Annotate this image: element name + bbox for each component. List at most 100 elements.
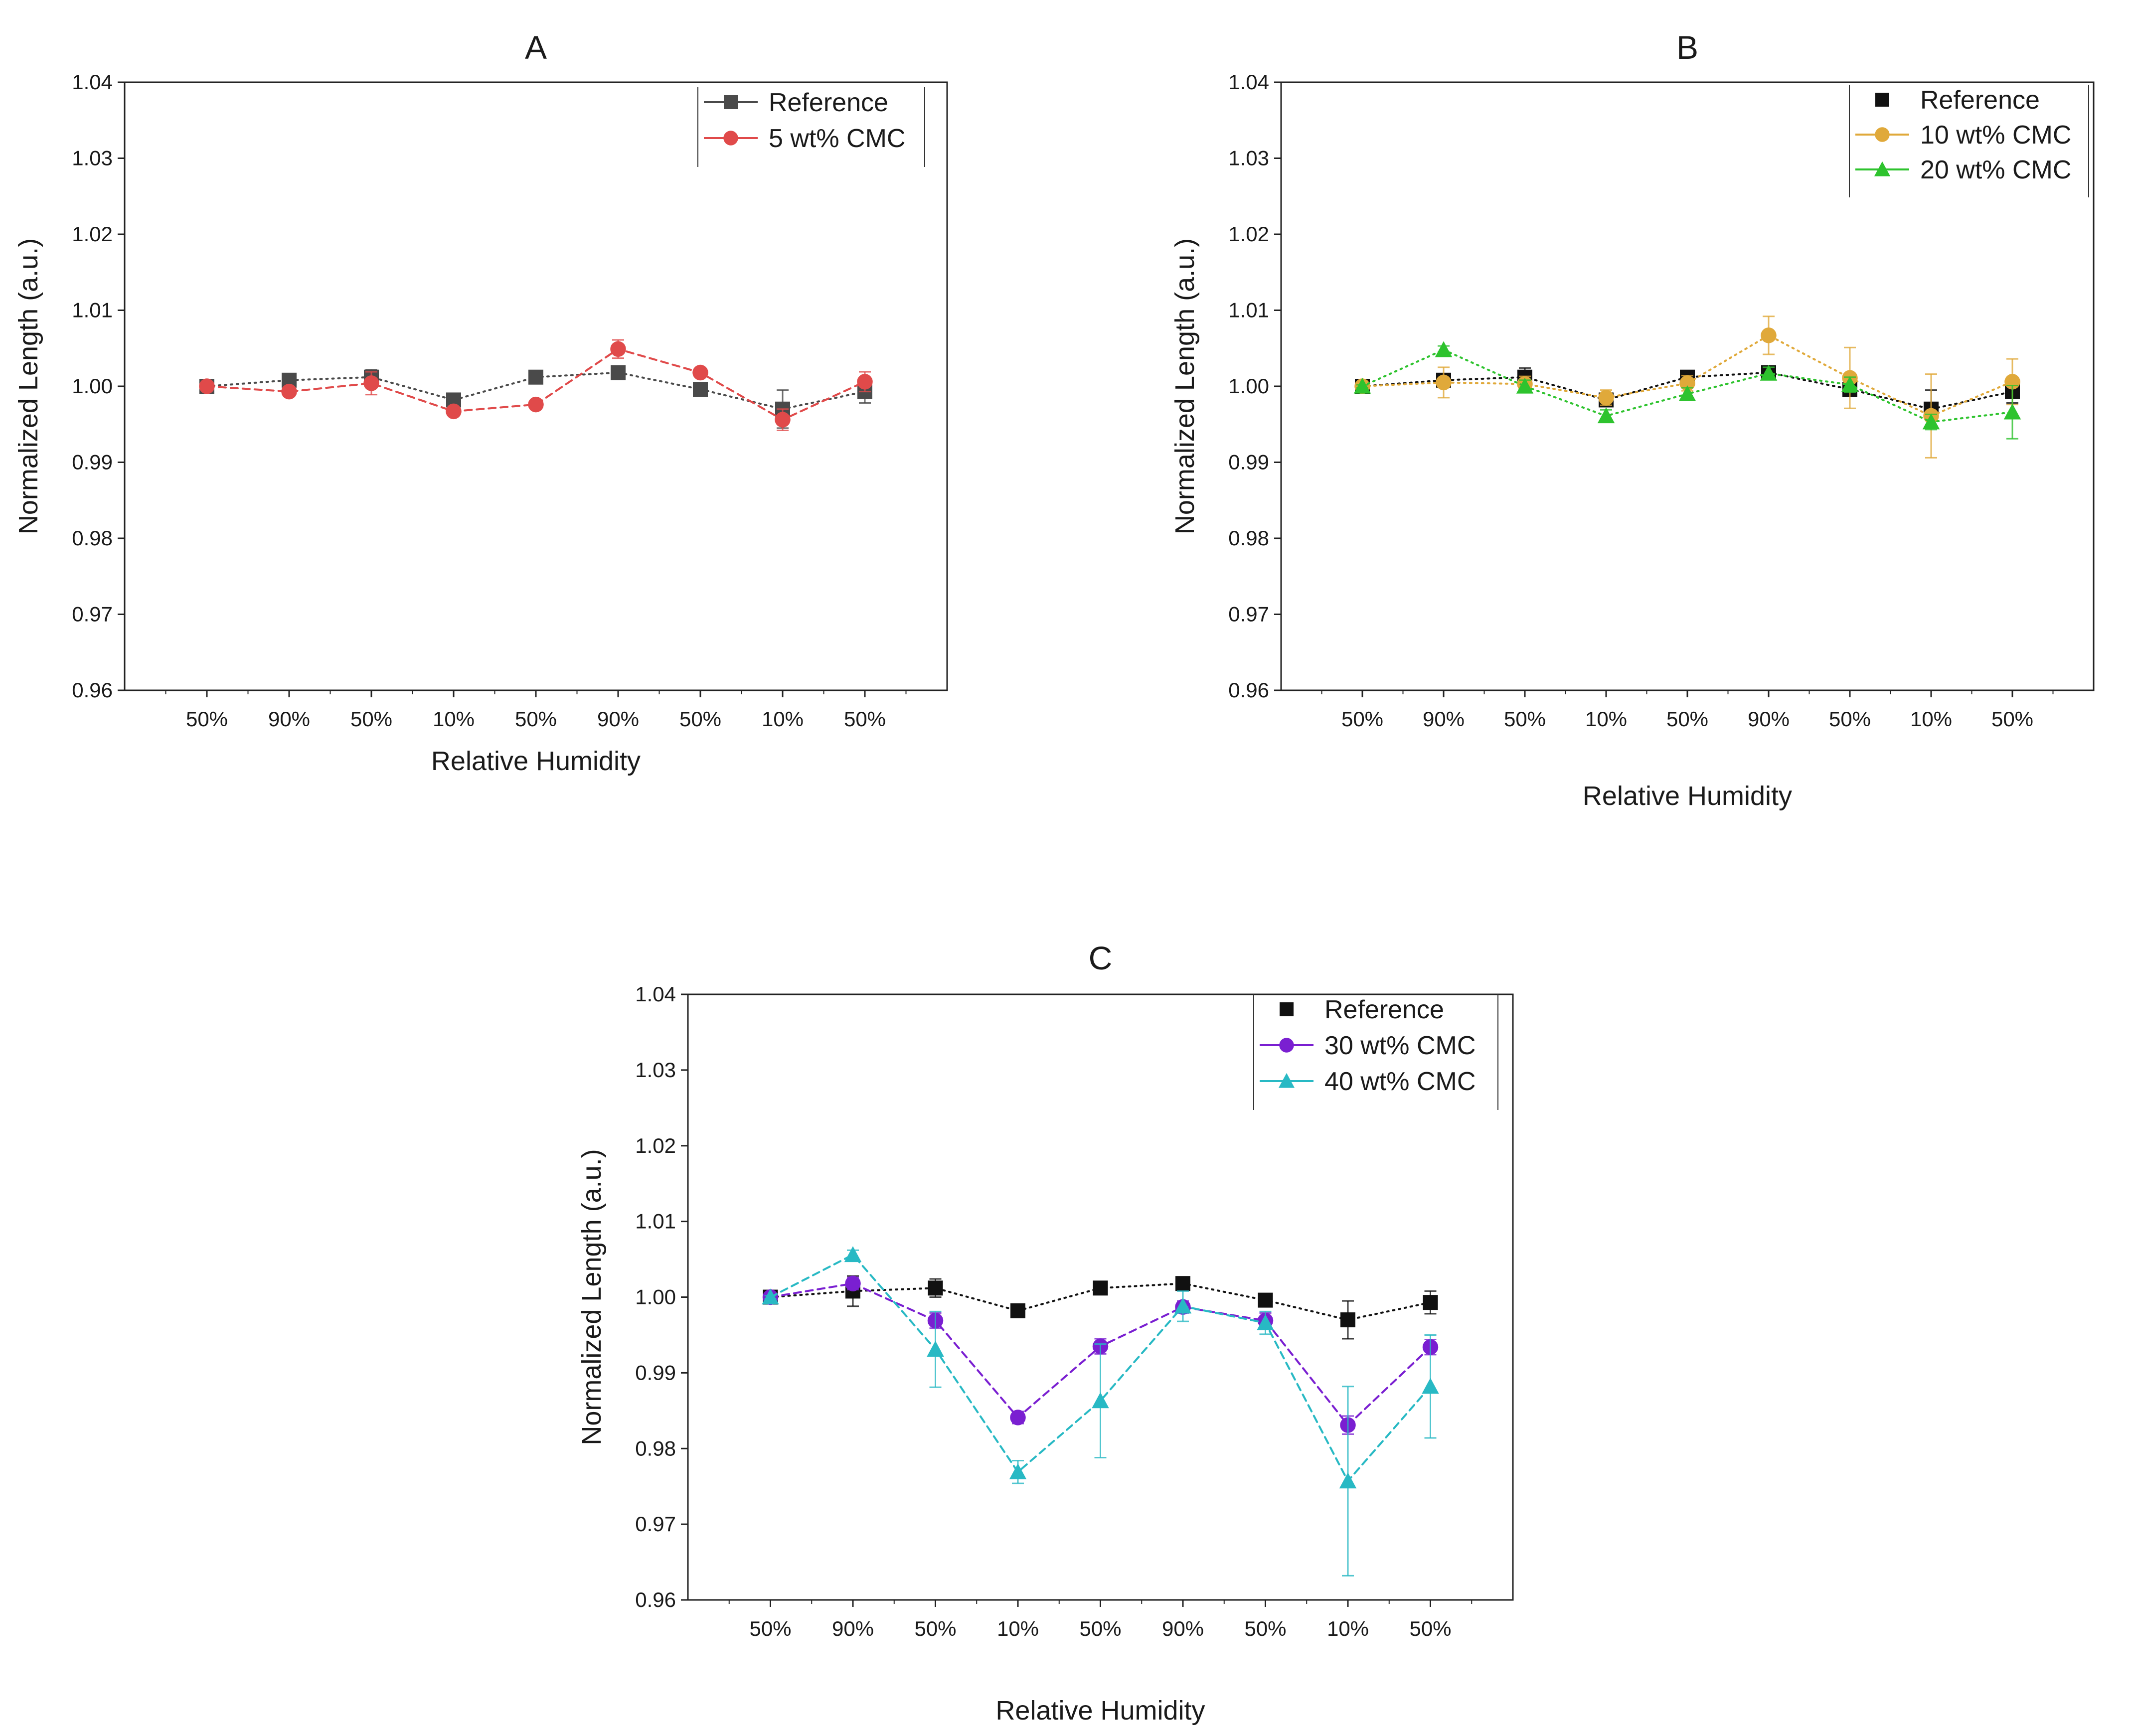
data-point [1423, 1295, 1438, 1310]
y-tick-label: 1.01 [635, 1210, 676, 1233]
legend-marker [1874, 161, 1891, 176]
y-tick-label: 1.02 [635, 1134, 676, 1157]
legend-label: 40 wt% CMC [1324, 1067, 1476, 1096]
legend-marker [1280, 1002, 1294, 1016]
y-tick-label: 1.04 [72, 70, 113, 94]
y-tick-label: 0.96 [72, 678, 113, 702]
y-axis-title: Normalized Length (a.u.) [13, 238, 43, 534]
x-tick-label: 10% [762, 707, 804, 731]
y-tick-label: 1.04 [635, 982, 676, 1006]
data-point [1760, 364, 1778, 381]
data-point [1761, 327, 1777, 343]
data-point [1597, 407, 1615, 424]
x-tick-label: 90% [597, 707, 639, 731]
chart-panel-a: 0.96 0.97 0.98 0.99 1.00 1.01 1.02 1.03 1.04 50% 9… [13, 29, 948, 776]
data-point [611, 365, 626, 380]
x-tick-label: 90% [1748, 707, 1790, 731]
y-tick-label: 1.04 [1228, 70, 1269, 94]
x-tick-label: 50% [186, 707, 228, 731]
legend-marker [1875, 93, 1889, 107]
data-point [1339, 1472, 1357, 1489]
x-tick-label: 50% [1244, 1617, 1286, 1640]
panel-title: A [525, 29, 547, 66]
x-tick-label: 50% [1991, 707, 2033, 731]
y-tick-label: 0.98 [72, 526, 113, 550]
legend-label: Reference [1324, 995, 1444, 1024]
data-point [610, 341, 626, 357]
y-tick-label: 1.03 [1228, 147, 1269, 170]
panel-title: B [1676, 29, 1698, 66]
data-point [1922, 413, 1940, 430]
data-point [1353, 377, 1371, 394]
data-point [1598, 390, 1614, 406]
legend-label: 20 wt% CMC [1920, 156, 2071, 184]
y-tick-label: 1.01 [72, 299, 113, 322]
data-point [446, 403, 462, 420]
y-tick-label: 0.99 [1228, 451, 1269, 474]
legend-marker [723, 131, 738, 146]
data-point [844, 1246, 862, 1263]
x-tick-label: 50% [350, 707, 392, 731]
series-40-wt-cmc [762, 1246, 1439, 1577]
data-point [845, 1275, 861, 1291]
data-point [692, 364, 708, 381]
series-line [769, 1253, 1432, 1483]
x-tick-label: 50% [679, 707, 721, 731]
y-tick-label: 1.01 [1228, 299, 1269, 322]
y-tick-label: 0.96 [1228, 678, 1269, 702]
x-axis-title: Relative Humidity [1583, 781, 1792, 811]
data-point [528, 369, 543, 385]
x-tick-label: 50% [844, 707, 886, 731]
x-tick-label: 90% [1162, 1617, 1204, 1640]
y-tick-label: 1.02 [72, 222, 113, 246]
data-point [1174, 1297, 1192, 1314]
y-tick-label: 0.99 [72, 451, 113, 474]
data-point [762, 1288, 779, 1305]
x-tick-label: 90% [832, 1617, 874, 1640]
x-tick-label: 10% [1327, 1617, 1369, 1640]
y-tick-label: 1.02 [1228, 222, 1269, 246]
data-point [1678, 385, 1696, 401]
legend-label: 30 wt% CMC [1324, 1031, 1476, 1060]
chart-panel-b: 0.96 0.97 0.98 0.99 1.00 1.01 1.02 1.03 1.04 50% 9… [1170, 29, 2095, 811]
y-tick-label: 1.00 [1228, 374, 1269, 398]
series-reference [199, 365, 872, 429]
data-point [1435, 341, 1453, 357]
series-line [1361, 371, 2013, 410]
x-axis-title: Relative Humidity [995, 1696, 1205, 1726]
y-tick-label: 0.97 [1228, 603, 1269, 626]
y-tick-label: 0.98 [1228, 526, 1269, 550]
panel-title: C [1089, 940, 1113, 976]
series-20-wt-cmc [1353, 341, 2021, 440]
legend-label: Reference [769, 88, 888, 117]
x-tick-label: 10% [1910, 707, 1952, 731]
y-tick-label: 0.98 [635, 1436, 676, 1460]
legend-marker [724, 95, 738, 109]
x-tick-label: 90% [1423, 707, 1465, 731]
x-tick-label: 50% [914, 1617, 956, 1640]
y-tick-label: 1.03 [635, 1058, 676, 1082]
series-reference [763, 1275, 1438, 1340]
data-point [1516, 377, 1534, 394]
legend-marker [1278, 1073, 1295, 1088]
series-line [1361, 334, 2013, 417]
data-point [528, 396, 544, 413]
data-point [1175, 1276, 1190, 1291]
data-point [2003, 403, 2021, 420]
x-tick-label: 50% [1409, 1617, 1451, 1640]
data-point [1010, 1410, 1026, 1425]
y-tick-label: 1.03 [72, 147, 113, 170]
data-point [1009, 1463, 1027, 1479]
x-tick-label: 10% [997, 1617, 1039, 1640]
legend-marker [1875, 127, 1890, 142]
x-tick-label: 50% [1504, 707, 1546, 731]
y-tick-label: 0.96 [635, 1588, 676, 1611]
legend-label: Reference [1920, 86, 2040, 115]
data-point [775, 412, 791, 428]
y-tick-label: 0.97 [635, 1512, 676, 1536]
data-point [199, 378, 215, 394]
data-point [1010, 1303, 1025, 1318]
legend-label: 5 wt% CMC [769, 124, 905, 153]
data-point [1257, 1314, 1274, 1330]
